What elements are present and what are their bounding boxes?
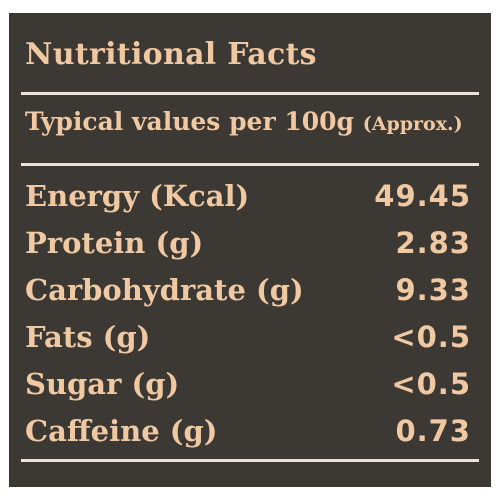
nutrient-label: Energy (Kcal)	[25, 179, 250, 213]
nutrient-label: Fats (g)	[25, 320, 151, 354]
nutrient-row-fats: Fats (g) <0.5	[25, 314, 471, 361]
serving-basis-note: (Approx.)	[362, 113, 463, 135]
nutrient-label: Carbohydrate (g)	[25, 273, 304, 307]
nutrition-facts-panel: Nutritional Facts Typical values per 100…	[9, 13, 491, 487]
panel-title: Nutritional Facts	[25, 37, 317, 72]
bottom-divider	[21, 459, 479, 462]
nutrient-label: Sugar (g)	[25, 367, 180, 401]
nutrient-value: 2.83	[395, 226, 471, 260]
nutrient-row-carbohydrate: Carbohydrate (g) 9.33	[25, 267, 471, 314]
subtitle-divider	[21, 163, 479, 166]
serving-basis-text: Typical values per 100g	[25, 107, 354, 136]
nutrient-value: 0.73	[395, 414, 471, 448]
nutrient-row-energy: Energy (Kcal) 49.45	[25, 173, 471, 220]
nutrient-value: <0.5	[391, 367, 471, 401]
nutrient-row-caffeine: Caffeine (g) 0.73	[25, 408, 471, 455]
nutrient-value: 49.45	[374, 179, 471, 213]
title-divider	[21, 92, 479, 95]
nutrient-row-protein: Protein (g) 2.83	[25, 220, 471, 267]
nutrient-value: 9.33	[395, 273, 471, 307]
nutrient-row-sugar: Sugar (g) <0.5	[25, 361, 471, 408]
serving-basis: Typical values per 100g (Approx.)	[25, 107, 463, 136]
nutrient-label: Protein (g)	[25, 226, 204, 260]
nutrient-label: Caffeine (g)	[25, 414, 218, 448]
nutrient-list: Energy (Kcal) 49.45 Protein (g) 2.83 Car…	[25, 173, 471, 455]
nutrient-value: <0.5	[391, 320, 471, 354]
